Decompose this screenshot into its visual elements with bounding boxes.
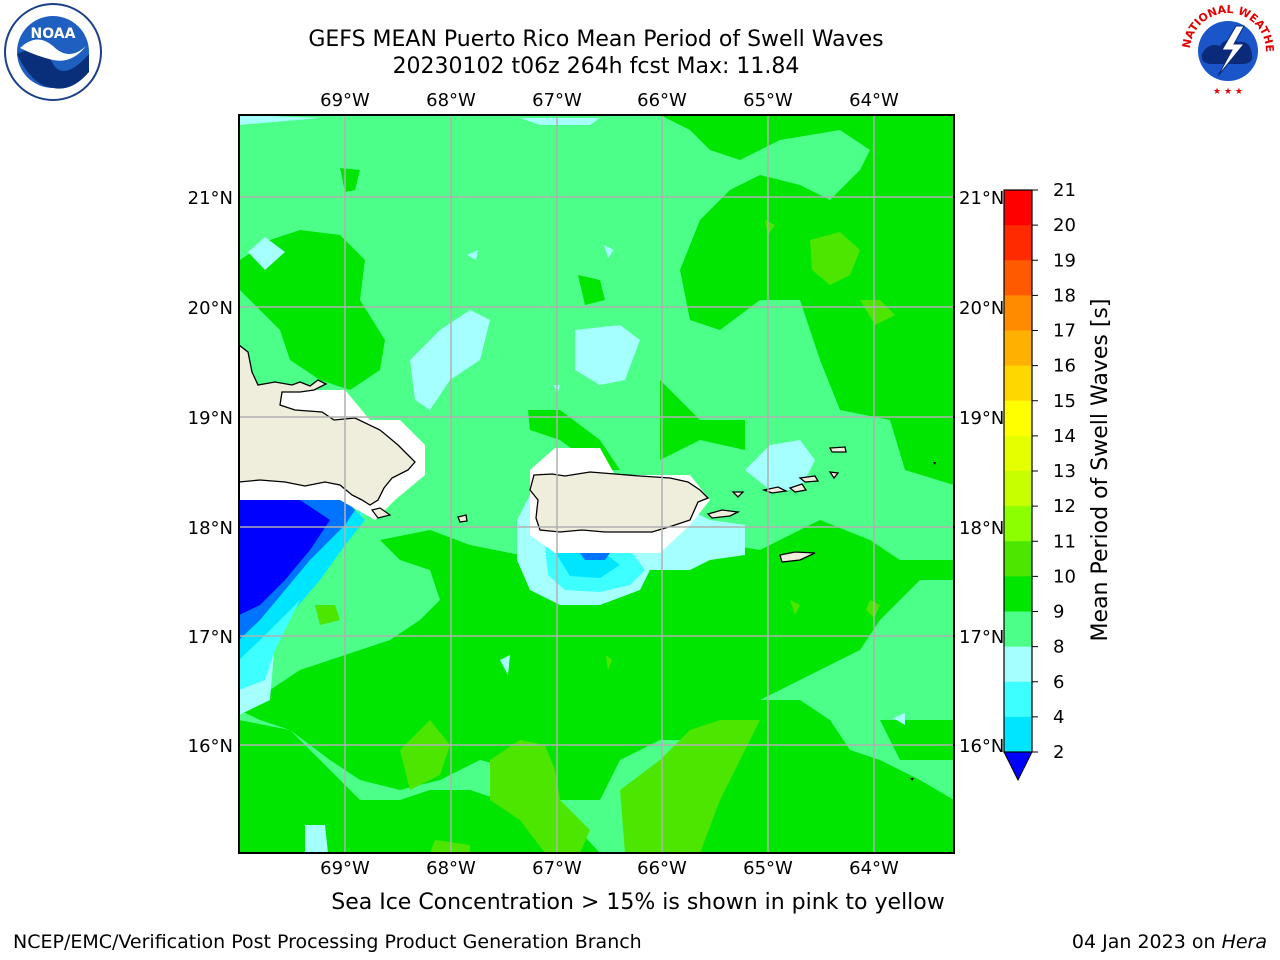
colorbar-tick-label: 21 bbox=[1053, 180, 1076, 201]
lat-label-right: 17°N bbox=[959, 627, 1004, 648]
svg-text:★ ★ ★: ★ ★ ★ bbox=[1213, 87, 1243, 97]
lon-label-top: 68°W bbox=[426, 90, 476, 111]
footer-credit: NCEP/EMC/Verification Post Processing Pr… bbox=[13, 931, 642, 953]
colorbar-tick-label: 10 bbox=[1053, 566, 1076, 587]
saona-island bbox=[370, 507, 392, 519]
lon-label-bottom: 68°W bbox=[426, 858, 476, 879]
contour-10-11 bbox=[239, 115, 954, 853]
lon-label-top: 64°W bbox=[849, 90, 899, 111]
colorbar-extend-triangle bbox=[1003, 751, 1033, 782]
lon-label-bottom: 66°W bbox=[637, 858, 687, 879]
lat-label-left: 19°N bbox=[188, 408, 233, 429]
colorbar-segment bbox=[1004, 646, 1032, 683]
noaa-logo: NOAA bbox=[2, 2, 104, 102]
colorbar-tick-label: 8 bbox=[1053, 637, 1064, 658]
st-croix bbox=[779, 551, 816, 563]
colorbar-segment bbox=[1004, 365, 1032, 402]
lat-label-left: 18°N bbox=[188, 518, 233, 539]
lon-label-bottom: 65°W bbox=[743, 858, 793, 879]
colorbar-tick-label: 20 bbox=[1053, 215, 1076, 236]
colorbar-tick-label: 17 bbox=[1053, 321, 1076, 342]
sombrero bbox=[828, 471, 840, 480]
lat-label-right: 19°N bbox=[959, 408, 1004, 429]
sea-ice-note: Sea Ice Concentration > 15% is shown in … bbox=[331, 890, 945, 915]
lat-label-right: 18°N bbox=[959, 518, 1004, 539]
colorbar-segment bbox=[1004, 541, 1032, 577]
colorbar-segment bbox=[1004, 190, 1032, 226]
footer-host: Hera bbox=[1221, 931, 1267, 953]
colorbar-segment bbox=[1004, 506, 1032, 542]
swell-period-field bbox=[239, 115, 954, 853]
colorbar-label: Mean Period of Swell Waves [s] bbox=[1088, 299, 1113, 642]
landmass bbox=[239, 344, 847, 563]
noaa-logo-text: NOAA bbox=[31, 26, 76, 42]
hispaniola bbox=[239, 344, 416, 506]
lat-label-right: 20°N bbox=[959, 298, 1004, 319]
footer-date-text: 04 Jan 2023 on bbox=[1071, 931, 1222, 953]
lat-label-right: 16°N bbox=[959, 736, 1004, 757]
lon-label-top: 65°W bbox=[743, 90, 793, 111]
colorbar-segment bbox=[1004, 225, 1032, 261]
colorbar-segment bbox=[1004, 400, 1032, 437]
colorbar-segment bbox=[1004, 330, 1032, 367]
colorbar-segment bbox=[1004, 716, 1032, 753]
colorbar-tick-label: 15 bbox=[1053, 391, 1076, 412]
colorbar-tick-label: 16 bbox=[1053, 356, 1076, 377]
colorbar-segment bbox=[1004, 295, 1032, 331]
culebra bbox=[731, 491, 745, 498]
colorbar-segment bbox=[1004, 681, 1032, 718]
chart-title: GEFS MEAN Puerto Rico Mean Period of Swe… bbox=[308, 27, 884, 52]
colorbar-segment bbox=[1004, 471, 1032, 507]
contour-low-west bbox=[239, 500, 365, 690]
contour-11-12 bbox=[315, 220, 895, 853]
nws-logo: NATIONAL WEATHER SERVICE ★ ★ ★ bbox=[1174, 0, 1278, 100]
colorbar-tick-label: 4 bbox=[1053, 707, 1064, 728]
small-islet-2 bbox=[910, 778, 914, 781]
tortola bbox=[788, 483, 808, 493]
colorbar-tick-label: 9 bbox=[1053, 602, 1064, 623]
colorbar-segment bbox=[1004, 435, 1032, 472]
mona-island bbox=[457, 514, 468, 523]
lat-label-left: 20°N bbox=[188, 298, 233, 319]
colorbar-tick-label: 18 bbox=[1053, 285, 1076, 306]
lon-label-bottom: 64°W bbox=[849, 858, 899, 879]
lon-label-bottom: 69°W bbox=[320, 858, 370, 879]
colorbar-segment bbox=[1004, 611, 1032, 648]
colorbar-tick-label: 12 bbox=[1053, 496, 1076, 517]
colorbar-segment bbox=[1004, 576, 1032, 612]
anegada bbox=[828, 446, 847, 453]
colorbar-tick-label: 6 bbox=[1053, 672, 1064, 693]
small-islet bbox=[933, 462, 936, 465]
lat-labels: 21°N 20°N 19°N 18°N 17°N 16°N 21°N 20°N … bbox=[188, 188, 1005, 757]
colorbar: 21 20 19 18 17 16 15 14 13 12 11 10 9 8 6 4 2 bbox=[1003, 180, 1076, 782]
lon-label-top: 67°W bbox=[532, 90, 582, 111]
puerto-rico bbox=[529, 471, 710, 533]
lon-label-top: 66°W bbox=[637, 90, 687, 111]
colorbar-tick-label: 11 bbox=[1053, 531, 1076, 552]
colorbar-tick-label: 13 bbox=[1053, 461, 1076, 482]
map-frame bbox=[238, 114, 955, 854]
chart-subtitle: 20230102 t06z 264h fcst Max: 11.84 bbox=[392, 54, 800, 79]
footer-date: 04 Jan 2023 on Hera bbox=[1072, 931, 1267, 953]
lon-label-bottom: 67°W bbox=[532, 858, 582, 879]
colorbar-tick-label: 2 bbox=[1053, 742, 1064, 763]
lon-label-top: 69°W bbox=[320, 90, 370, 111]
vieques bbox=[706, 509, 741, 519]
st-thomas bbox=[761, 486, 789, 494]
contour-6-8 bbox=[545, 545, 645, 592]
colorbar-tick-label: 14 bbox=[1053, 426, 1076, 447]
lat-label-left: 16°N bbox=[188, 736, 233, 757]
colorbar-segment bbox=[1004, 260, 1032, 296]
lat-label-left: 17°N bbox=[188, 627, 233, 648]
gridlines bbox=[239, 115, 954, 853]
lon-labels: 69°W 68°W 67°W 66°W 65°W 64°W 69°W 68°W … bbox=[320, 90, 899, 879]
lat-label-right: 21°N bbox=[959, 188, 1004, 209]
virgin-gorda bbox=[798, 475, 820, 483]
colorbar-tick-label: 19 bbox=[1053, 250, 1076, 271]
lat-label-left: 21°N bbox=[188, 188, 233, 209]
